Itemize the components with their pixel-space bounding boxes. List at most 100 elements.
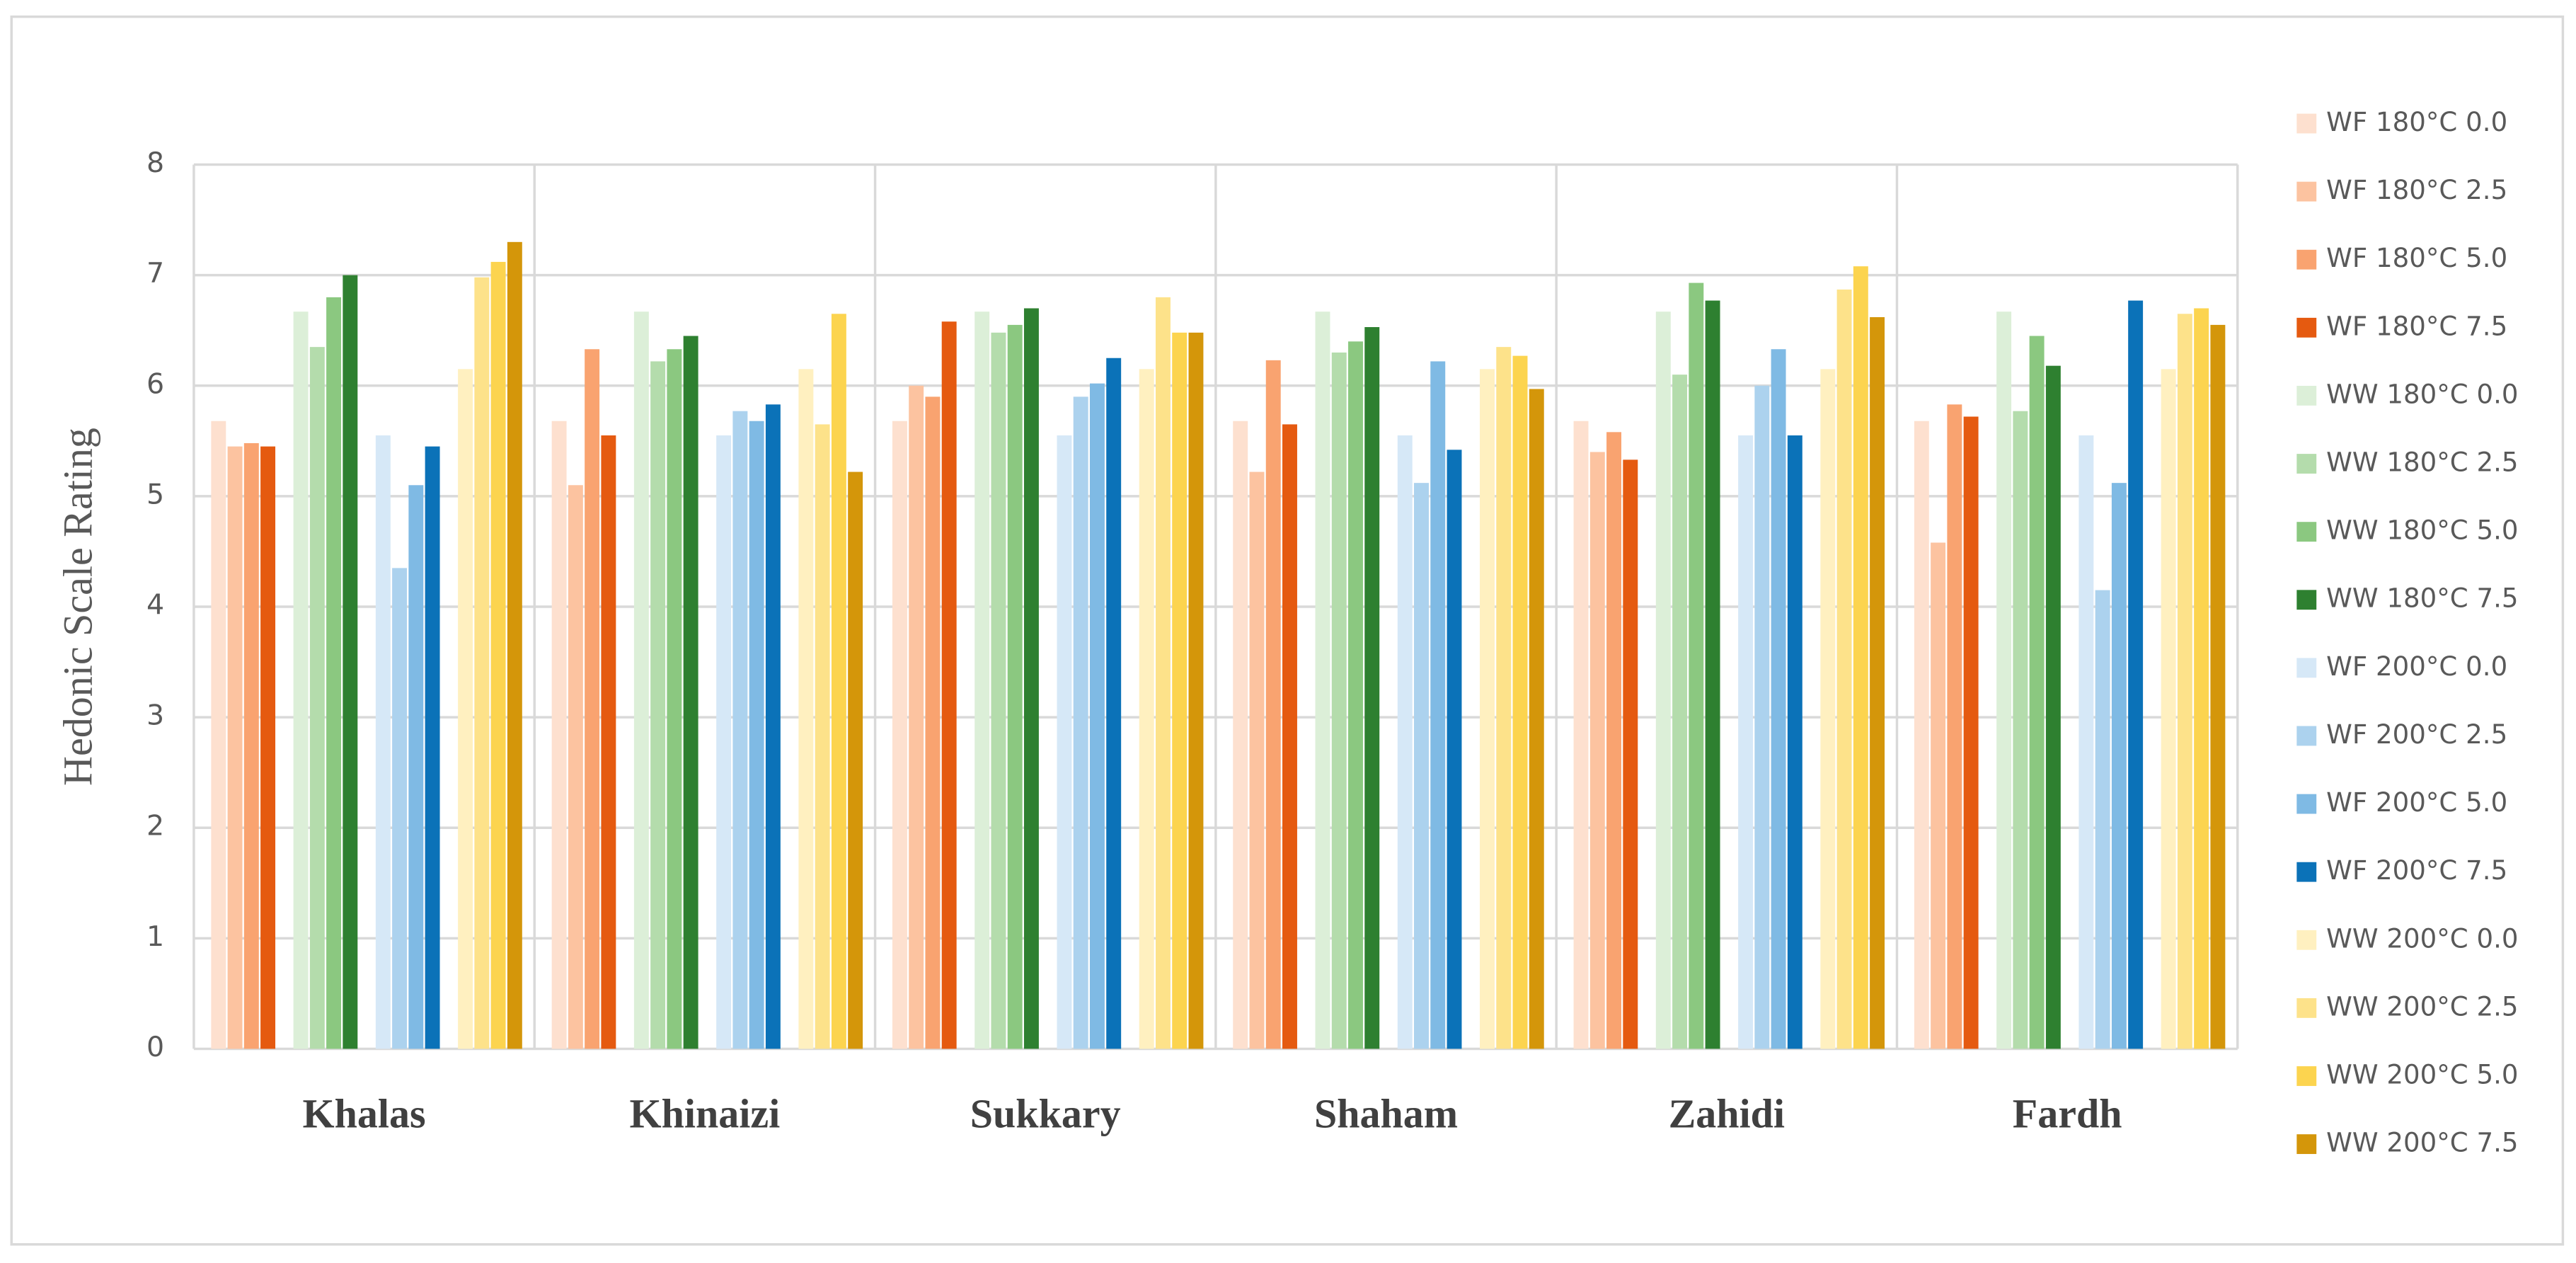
bar (260, 446, 276, 1049)
legend-label: WW 180°C 2.5 (2326, 447, 2518, 478)
legend-swatch (2296, 249, 2317, 270)
bar (991, 332, 1006, 1049)
bar (1705, 300, 1720, 1049)
bar (1947, 404, 1962, 1049)
bar (458, 369, 473, 1049)
legend-label: WW 200°C 5.0 (2326, 1059, 2518, 1090)
legend-label: WF 180°C 2.5 (2326, 175, 2507, 205)
bar (1931, 542, 1946, 1049)
legend-label: WW 200°C 7.5 (2326, 1128, 2518, 1158)
bar (848, 472, 863, 1049)
legend-label: WF 180°C 7.5 (2326, 311, 2507, 341)
bar (1870, 316, 1885, 1049)
bar (2111, 483, 2127, 1049)
bar (1496, 347, 1512, 1049)
bar (749, 421, 764, 1049)
y-axis-title: Hedonic Scale Rating (54, 428, 100, 786)
legend-swatch (2296, 181, 2317, 202)
y-tick-label: 2 (146, 810, 164, 842)
bar (1589, 452, 1605, 1049)
legend-swatch (2296, 454, 2317, 474)
legend-swatch (2296, 317, 2317, 338)
bar (941, 321, 957, 1049)
bar (1529, 389, 1544, 1049)
y-tick-label: 3 (146, 699, 164, 732)
legend-label: WF 200°C 5.0 (2326, 787, 2507, 818)
bar (1963, 416, 1979, 1049)
bar (1480, 369, 1495, 1049)
bar (1057, 435, 1072, 1049)
bar (1655, 312, 1671, 1049)
bar (211, 421, 226, 1049)
x-tick-label: Sukkary (970, 1090, 1121, 1136)
bar (1364, 327, 1380, 1049)
y-tick-label: 1 (146, 920, 164, 953)
legend-label: WF 200°C 0.0 (2326, 651, 2507, 682)
legend-swatch (2296, 590, 2317, 610)
bar (974, 312, 990, 1049)
bar (1265, 360, 1281, 1049)
bar (1771, 349, 1786, 1049)
bar (1820, 369, 1836, 1049)
bar (326, 297, 342, 1049)
y-tick-label: 0 (146, 1031, 164, 1063)
bar (892, 421, 907, 1049)
legend-swatch (2296, 658, 2317, 678)
bar (585, 349, 600, 1049)
legend-label: WF 180°C 0.0 (2326, 107, 2507, 137)
bar (815, 424, 830, 1049)
bar (1447, 450, 1462, 1049)
bar (309, 347, 325, 1049)
bar (408, 485, 424, 1049)
bar (2210, 324, 2226, 1049)
bar (227, 446, 243, 1049)
legend-swatch (2296, 726, 2317, 746)
bar (1754, 385, 1770, 1049)
y-tick-label: 4 (146, 589, 164, 622)
bar (425, 446, 440, 1049)
legend-label: WF 200°C 2.5 (2326, 719, 2507, 750)
bar (1007, 324, 1023, 1049)
bar (716, 435, 732, 1049)
x-tick-label: Khalas (303, 1090, 426, 1136)
legend-label: WW 200°C 0.0 (2326, 923, 2518, 954)
bar (243, 442, 259, 1049)
bar (1073, 396, 1088, 1049)
bar (1738, 435, 1754, 1049)
bar (2078, 435, 2094, 1049)
y-tick-label: 6 (146, 367, 164, 400)
bar (1089, 383, 1105, 1049)
bar (1996, 312, 2012, 1049)
bar (1689, 282, 1704, 1049)
y-tick-label: 8 (146, 147, 164, 179)
bar (2095, 590, 2110, 1049)
bar (2013, 411, 2028, 1049)
legend-label: WF 180°C 5.0 (2326, 243, 2507, 273)
legend-swatch (2296, 113, 2317, 134)
bar (1623, 459, 1638, 1049)
bar (474, 277, 490, 1049)
bar (343, 275, 358, 1049)
y-tick-label: 5 (146, 478, 164, 510)
bar (1172, 332, 1188, 1049)
bar (1249, 472, 1265, 1049)
bar (551, 421, 567, 1049)
bar (1106, 358, 1122, 1049)
bar (293, 312, 309, 1049)
legend-label: WW 180°C 7.5 (2326, 583, 2518, 614)
bar (507, 241, 522, 1049)
bar (1836, 289, 1852, 1049)
bar (1348, 341, 1363, 1049)
bar (601, 435, 616, 1049)
legend-swatch (2296, 1066, 2317, 1086)
bar (683, 336, 698, 1049)
x-tick-label: Fardh (2013, 1090, 2122, 1136)
bar (1139, 369, 1154, 1049)
bar (732, 411, 748, 1049)
bar (1606, 432, 1622, 1049)
bar (392, 568, 408, 1049)
legend-swatch (2296, 1134, 2317, 1155)
bar (1315, 312, 1330, 1049)
